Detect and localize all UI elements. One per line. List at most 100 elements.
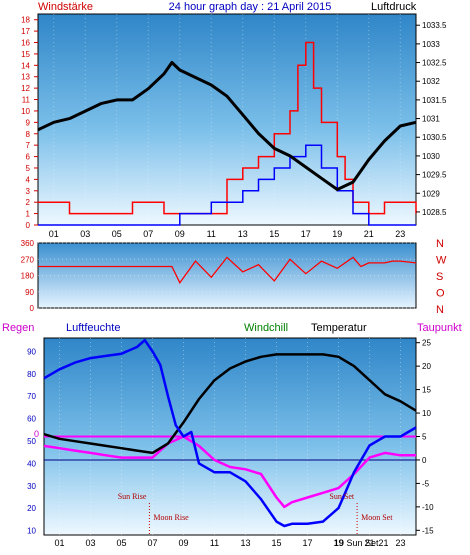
direction-tick-label: 0 (30, 304, 35, 313)
pressure-series (37, 61, 417, 191)
humidity-tick-label: 40 (27, 459, 36, 468)
time-tick-label: 17 (302, 538, 312, 548)
wind-tick-label: 11 (22, 96, 31, 105)
direction-tick-label: 90 (25, 288, 34, 297)
time-tick-label: 09 (175, 229, 185, 239)
wind-tick-label: 15 (21, 50, 30, 59)
time-tick-label: 07 (143, 229, 153, 239)
graph-title: 24 hour graph day : 21 April 2015 (169, 1, 332, 13)
time-tick-label: 01 (54, 538, 64, 548)
pressure-tick-label: 1031.5 (422, 96, 447, 105)
time-tick-label: 21 (364, 538, 374, 548)
temperature-tick-label: -5 (422, 479, 430, 488)
temperature-tick-label: 10 (422, 409, 431, 418)
humidity-series (43, 338, 417, 528)
wind-tick-label: 6 (26, 153, 31, 162)
event-label: Moon Rise (153, 513, 189, 522)
humidity-tick-label: 50 (27, 437, 36, 446)
humidity-tick-label: 70 (27, 392, 36, 401)
humidity-axis: 10 20 30 40 50 60 70 80 90 (27, 347, 36, 535)
time-tick-label: 03 (80, 229, 90, 239)
humidity-tick-label: 20 (27, 504, 36, 513)
rain-zero-marker: 0 (34, 429, 39, 439)
event-label: Sun Set (329, 492, 354, 501)
pressure-tick-label: 1028.5 (422, 208, 447, 217)
dewpoint-label: Taupunkt (417, 322, 462, 334)
wind-tick-label: 8 (26, 130, 31, 139)
wind-direction-axis: 0 90 180 270 360 (21, 239, 35, 313)
wind-tick-label: 0 (26, 221, 31, 230)
temperature-axis: -15 -10 -5 0 5 10 15 20 25 (416, 339, 434, 535)
time-tick-label: 03 (85, 538, 95, 548)
time-tick-label: 13 (238, 229, 248, 239)
humidity-tick-label: 60 (27, 415, 36, 424)
pressure-tick-label: 1030 (422, 152, 440, 161)
time-tick-label: 09 (178, 538, 188, 548)
astro-events: Sun Rise Moon Rise Sun Set Moon Set (118, 492, 393, 535)
wind-tick-label: 5 (26, 164, 31, 173)
compass-label: S (436, 271, 443, 283)
rain-label: Regen (2, 322, 34, 334)
temperature-tick-label: 0 (422, 456, 427, 465)
wind-pressure-series (37, 41, 417, 226)
time-tick-label: 11 (210, 538, 219, 548)
wind-direction-plot-area (37, 242, 417, 309)
wind-speed-series (38, 144, 416, 226)
humidity-temperature-series (43, 338, 417, 528)
pressure-tick-label: 1029.5 (422, 171, 447, 180)
temperature-tick-label: 20 (422, 362, 431, 371)
wind-tick-label: 17 (21, 27, 30, 36)
time-tick-label: 05 (112, 229, 122, 239)
wind-tick-label: 2 (26, 198, 31, 207)
humidity-tick-label: 90 (27, 347, 36, 356)
wind-tick-label: 1 (26, 210, 31, 219)
pressure-tick-label: 1030.5 (422, 133, 447, 142)
pressure-tick-label: 1033 (422, 40, 440, 49)
wind-tick-label: 12 (21, 84, 30, 93)
humidity-tick-label: 10 (27, 527, 36, 536)
time-tick-label: 19 (333, 538, 343, 548)
event-label: Sun Rise (118, 492, 147, 501)
compass-label: N (436, 304, 444, 316)
windchill-label: Windchill (244, 322, 288, 334)
wind-tick-label: 9 (26, 118, 31, 127)
pressure-tick-label: 1032.5 (422, 59, 447, 68)
time-tick-label: 23 (395, 229, 405, 239)
wind-axis-title: Windstärke (38, 1, 93, 13)
pressure-tick-label: 1031 (422, 115, 440, 124)
time-tick-label: 17 (301, 229, 311, 239)
pressure-axis-title: Luftdruck (371, 1, 417, 13)
wind-tick-label: 3 (26, 187, 31, 196)
humidity-label: Luftfeuchte (66, 322, 120, 334)
wind-tick-label: 7 (26, 141, 31, 150)
direction-tick-label: 180 (21, 272, 35, 281)
temperature-label: Temperatur (311, 322, 367, 334)
direction-tick-label: 360 (21, 239, 35, 248)
wind-tick-label: 16 (21, 39, 30, 48)
time-tick-label: 15 (269, 229, 279, 239)
wind-tick-label: 13 (21, 73, 30, 82)
wind-direction-series (38, 256, 417, 284)
temperature-tick-label: 15 (422, 386, 431, 395)
pressure-tick-label: 1033.5 (422, 21, 447, 30)
humidity-tick-label: 30 (27, 482, 36, 491)
direction-tick-label: 270 (21, 255, 35, 264)
humidity-time-axis: 01 03 05 07 09 11 13 15 17 19 21 23 (54, 538, 405, 548)
time-tick-label: 01 (49, 229, 59, 239)
wind-direction-series (38, 256, 417, 284)
temperature-tick-label: 25 (422, 339, 431, 348)
pressure-tick-label: 1032 (422, 77, 440, 86)
time-tick-label: 21 (364, 229, 374, 239)
event-label: Moon Set (361, 513, 393, 522)
wind-tick-label: 10 (21, 107, 30, 116)
temperature-tick-label: -15 (422, 526, 434, 535)
time-tick-label: 07 (147, 538, 157, 548)
time-tick-label: 15 (271, 538, 281, 548)
wind-tick-label: 18 (21, 16, 30, 25)
humidity-temperature-grid (59, 338, 401, 535)
time-tick-label: 19 (332, 229, 342, 239)
humidity-tick-label: 80 (27, 370, 36, 379)
time-tick-label: 23 (395, 538, 405, 548)
temperature-series (43, 353, 417, 455)
